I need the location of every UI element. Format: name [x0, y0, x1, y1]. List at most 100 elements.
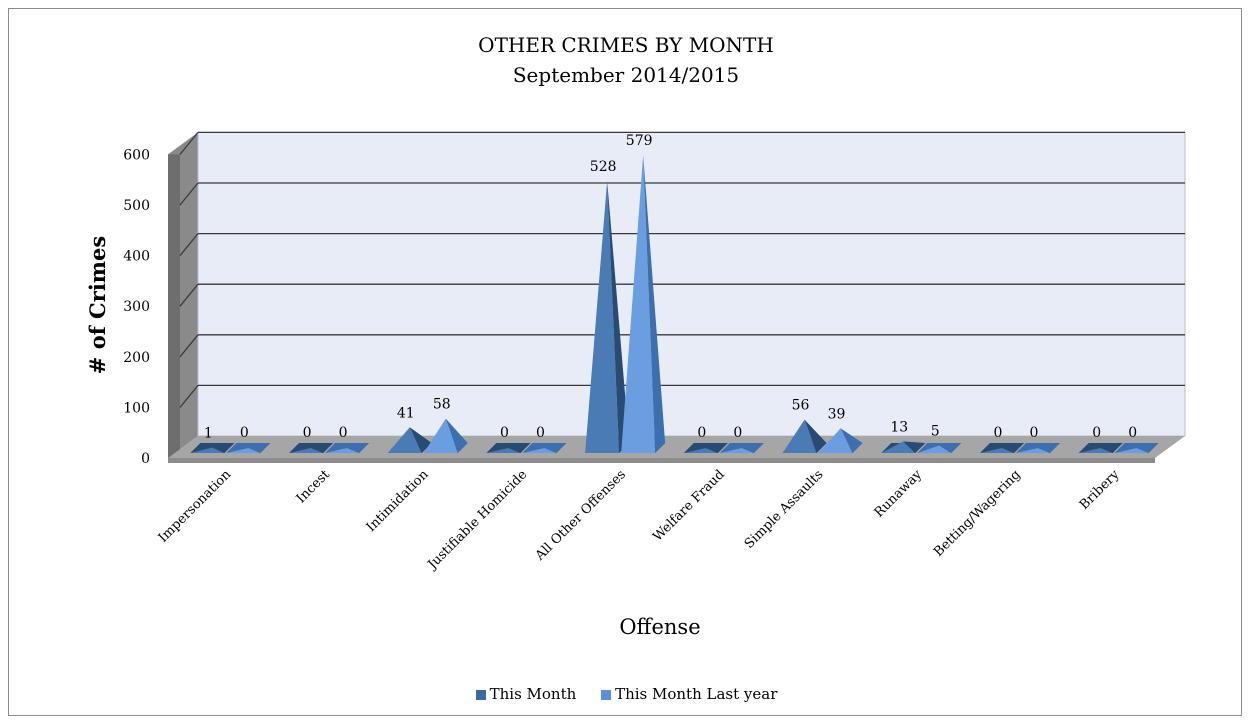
pyramid-side-face	[903, 441, 926, 453]
data-labels: 1 0 0 0 41 58 0 0 528 579 0 0 56 39 13 5 0 0 0 0	[204, 133, 1137, 441]
pyramid-side-face	[311, 443, 334, 453]
y-tick-labels: 0 100 200 300 400 500 600	[123, 147, 150, 467]
data-label: 0	[303, 425, 312, 441]
legend: This Month This Month Last year	[0, 685, 1253, 703]
data-label: 0	[993, 425, 1002, 441]
pyramid-front-face	[226, 448, 261, 453]
data-label: 41	[397, 405, 415, 421]
y-tick-label: 200	[123, 350, 150, 366]
chart-subtitle: September 2014/2015	[513, 63, 739, 87]
legend-label-last-year: This Month Last year	[615, 685, 778, 703]
pyramid-front-face	[917, 445, 952, 453]
pyramid-side-face	[248, 443, 271, 453]
x-category-label: Welfare Fraud	[650, 467, 727, 544]
data-label: 0	[339, 425, 348, 441]
data-label: 0	[536, 425, 545, 441]
data-label: 13	[890, 419, 908, 435]
data-marks	[190, 155, 1159, 453]
pyramid-front-face	[1114, 448, 1149, 453]
pyramid-front-face	[719, 448, 754, 453]
data-label: 0	[733, 425, 742, 441]
pyramid-front-face	[325, 448, 360, 453]
y-axis-title: # of Crimes	[85, 236, 110, 374]
plot-walls	[168, 131, 1186, 463]
pyramid-front-face	[289, 448, 324, 453]
x-category-label: All Other Offenses	[532, 467, 629, 564]
data-label: 0	[1092, 425, 1101, 441]
x-category-label: Runaway	[872, 467, 926, 521]
pyramid-front-face	[423, 418, 458, 453]
side-wall-edge	[168, 154, 180, 458]
x-category-label: Impersonation	[156, 467, 235, 546]
gridline-side	[179, 131, 199, 155]
pyramid-front-face	[585, 180, 620, 453]
y-tick-label: 500	[123, 198, 150, 214]
pyramid-side-face	[705, 443, 728, 453]
data-label: 58	[433, 397, 451, 413]
data-label: 5	[931, 423, 940, 439]
data-label: 528	[590, 159, 617, 175]
pyramid-side-face	[445, 418, 468, 453]
pyramid-side-face	[1136, 443, 1159, 453]
x-category-label: Intimidation	[364, 467, 432, 535]
data-label: 0	[1128, 425, 1137, 441]
x-category-label: Simple Assaults	[742, 467, 827, 552]
gridline-side	[179, 334, 199, 358]
pyramid-side-face	[347, 443, 370, 453]
x-category-labels: Impersonation Incest IntimidationJustifiab…	[156, 467, 1123, 574]
pyramid-side-face	[804, 419, 827, 453]
pyramid-side-face	[1037, 443, 1060, 453]
pyramid-side-face	[409, 427, 432, 453]
data-label: 579	[626, 133, 653, 149]
y-tick-label: 400	[123, 249, 150, 265]
pyramid-front-face	[1078, 448, 1113, 453]
data-label: 0	[697, 425, 706, 441]
gridlines	[179, 131, 1185, 408]
data-label: 1	[204, 425, 213, 441]
pyramid-front-face	[387, 427, 422, 453]
gridline-side	[179, 182, 199, 206]
pyramid-side-face	[643, 155, 666, 453]
pyramid-side-face	[741, 443, 764, 453]
y-tick-label: 0	[141, 451, 150, 467]
floor-edge	[168, 458, 1155, 463]
gridline-side	[179, 283, 199, 307]
pyramid-side-face	[212, 443, 235, 453]
pyramid-front-face	[683, 448, 718, 453]
data-label: 39	[828, 406, 846, 422]
pyramid-side-face	[840, 428, 863, 453]
legend-swatch-this-month	[475, 690, 486, 700]
data-label: 0	[500, 425, 509, 441]
pyramid-front-face	[979, 448, 1014, 453]
pyramid-front-face	[522, 448, 557, 453]
pyramid-front-face	[881, 441, 916, 453]
legend-item-last-year: This Month Last year	[601, 685, 777, 703]
pyramid-side-face	[1100, 443, 1123, 453]
x-category-label: Bribery	[1077, 467, 1123, 513]
data-label: 56	[792, 398, 810, 414]
chart-title: OTHER CRIMES BY MONTH	[478, 33, 774, 57]
pyramid-front-face	[486, 448, 521, 453]
legend-swatch-last-year	[601, 690, 612, 700]
y-tick-label: 300	[123, 299, 150, 315]
pyramid-front-face	[190, 447, 225, 453]
x-axis-title: Offense	[619, 615, 700, 639]
pyramid-side-face	[607, 180, 630, 453]
pyramid-side-face	[939, 443, 962, 453]
x-category-label: Betting/Wagering	[931, 467, 1024, 560]
x-category-label: Justifiable Homicide	[424, 467, 531, 574]
pyramid-side-face	[544, 443, 567, 453]
pyramid-side-face	[1001, 443, 1024, 453]
y-tick-label: 600	[123, 147, 150, 163]
pyramid-front-face	[1015, 448, 1050, 453]
legend-item-this-month: This Month	[475, 685, 577, 703]
x-category-label: Incest	[294, 467, 334, 507]
data-label: 0	[1029, 425, 1038, 441]
pyramid-front-face	[621, 155, 656, 453]
pyramid-side-face	[508, 443, 531, 453]
data-label: 0	[240, 425, 249, 441]
gridline-side	[179, 233, 199, 257]
legend-label-this-month: This Month	[489, 685, 577, 703]
pyramid-front-face	[782, 419, 817, 453]
